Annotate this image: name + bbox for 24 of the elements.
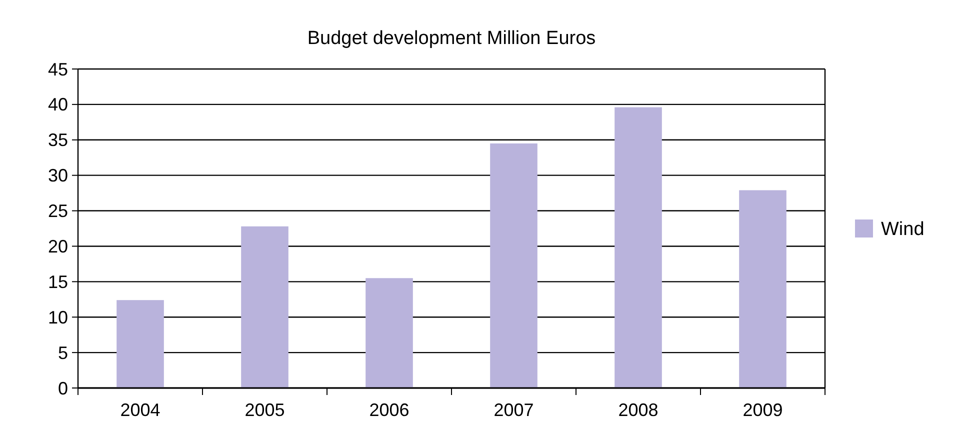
x-tick-label: 2005 bbox=[244, 400, 285, 420]
y-tick-label: 40 bbox=[48, 94, 68, 115]
bar bbox=[490, 143, 538, 388]
x-tick-label: 2006 bbox=[369, 400, 410, 420]
x-tick-label: 2009 bbox=[742, 400, 783, 420]
y-tick-label: 15 bbox=[48, 272, 68, 292]
chart-title: Budget development Million Euros bbox=[307, 28, 596, 49]
x-tick-label: 2007 bbox=[494, 400, 534, 420]
x-tick-label: 2004 bbox=[120, 400, 160, 420]
bar bbox=[614, 107, 662, 388]
bar bbox=[366, 278, 413, 388]
y-tick-label: 30 bbox=[48, 166, 68, 186]
x-tick-label: 2008 bbox=[618, 400, 658, 420]
y-tick-label: 10 bbox=[48, 307, 68, 328]
bar bbox=[241, 226, 288, 388]
y-tick-label: 20 bbox=[48, 236, 68, 257]
y-tick-label: 25 bbox=[48, 201, 68, 222]
legend-label: Wind bbox=[881, 219, 924, 240]
y-tick-label: 35 bbox=[48, 130, 68, 150]
bar bbox=[739, 190, 786, 388]
y-tick-label: 45 bbox=[48, 59, 68, 80]
y-tick-label: 5 bbox=[58, 342, 68, 363]
y-tick-label: 0 bbox=[58, 378, 68, 398]
bar bbox=[116, 300, 164, 388]
